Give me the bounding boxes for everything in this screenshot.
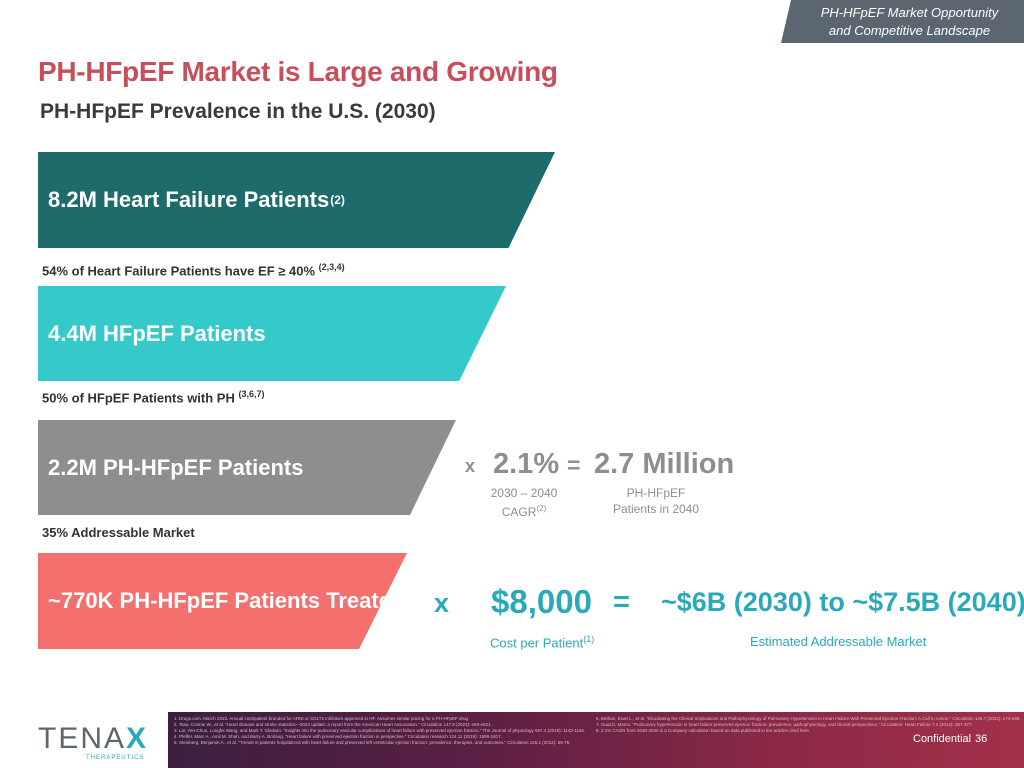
growth-cagr-caption-line2-wrap: CAGR(2) (484, 501, 564, 520)
reference-6: 6. Bethan, Evan L., et al. "Elucidating … (596, 716, 1021, 721)
funnel-note-ph-ref: (3,6,7) (238, 389, 265, 399)
growth-result-caption-line2: Patients in 2040 (612, 502, 700, 516)
growth-cagr-caption-line2: CAGR (501, 505, 537, 519)
growth-cagr-value: 2.1% (493, 448, 560, 480)
references-left: 1. Drugs.com. March 2023. Annual cost/pa… (174, 716, 585, 746)
page-title: PH-HFpEF Market is Large and Growing (38, 56, 558, 87)
logo-subtitle: THERAPEUTICS (86, 755, 145, 761)
growth-result-value: 2.7 Million (594, 448, 735, 480)
growth-cagr-caption-ref: (2) (536, 504, 547, 513)
section-tag-line2: and Competitive Landscape (828, 23, 991, 38)
market-cost-caption-ref: (1) (583, 634, 595, 644)
reference-4: 4. Pfeffer, Marc A., Amil M. Shah, and B… (174, 734, 502, 739)
footer-band (168, 712, 1024, 768)
reference-8: 8. 2.1% CAGR from 2030-2040 is a Company… (596, 728, 811, 733)
growth-equals-sign: = (567, 452, 581, 478)
market-size-caption: Estimated Addressable Market (750, 634, 927, 649)
market-cost-caption: Cost per Patient(1) (490, 634, 594, 650)
reference-2: 2. Tsao, Connie W., et al. "Heart diseas… (174, 722, 492, 727)
funnel-bar-treated-label: ~770K PH-HFpEF Patients Treated (48, 588, 405, 613)
reference-5: 5. Steinberg, Benjamin A., et al. "Trend… (174, 740, 571, 745)
funnel-note-ef: 54% of Heart Failure Patients have EF ≥ … (42, 262, 345, 278)
market-cost-value: $8,000 (491, 583, 592, 620)
logo-text: TENA (38, 722, 127, 755)
market-cost-caption-text: Cost per Patient (490, 635, 584, 651)
reference-7: 7. Guazzi, Marco. "Pulmonary hypertensio… (596, 722, 973, 727)
section-tag: PH-HFpEF Market Opportunity and Competit… (781, 0, 1024, 43)
market-size-value: ~$6B (2030) to ~$7.5B (2040) (661, 587, 1024, 617)
funnel-bar-heart-failure-label: 8.2M Heart Failure Patients (48, 187, 330, 212)
funnel-bar-hfpef: 4.4M HFpEF Patients (38, 286, 506, 381)
market-equals-sign: = (613, 586, 630, 618)
funnel-note-addressable: 35% Addressable Market (42, 525, 195, 540)
market-times-sign: x (434, 588, 450, 618)
section-tag-line1: PH-HFpEF Market Opportunity (820, 5, 999, 20)
page-subtitle: PH-HFpEF Prevalence in the U.S. (2030) (40, 100, 436, 123)
references-right: 6. Bethan, Evan L., et al. "Elucidating … (596, 716, 1021, 734)
logo-x-mark: X (126, 722, 149, 755)
funnel-note-ph: 50% of HFpEF Patients with PH (3,6,7) (42, 389, 265, 405)
confidential-label: Confidential (913, 733, 972, 745)
funnel-note-ef-ref: (2,3,4) (318, 262, 345, 272)
funnel-bar-hfpef-label: 4.4M HFpEF Patients (48, 320, 266, 346)
growth-cagr-caption: 2030 – 2040 CAGR(2) (484, 485, 564, 520)
growth-times-sign: x (465, 456, 476, 476)
reference-3: 3. Lai, Yen-Chun, Longfei Wang, and Mark… (174, 728, 586, 733)
funnel-note-ef-text: 54% of Heart Failure Patients have EF ≥ … (42, 263, 316, 279)
funnel-bar-heart-failure-ref: (2) (330, 193, 345, 207)
company-logo: TENAX (38, 722, 148, 756)
funnel-note-addressable-text: 35% Addressable Market (42, 525, 195, 540)
page-number: 36 (975, 733, 988, 745)
funnel-note-ph-text: 50% of HFpEF Patients with PH (42, 390, 235, 406)
growth-result-caption: PH-HFpEF Patients in 2040 (604, 485, 708, 517)
funnel-bar-treated: ~770K PH-HFpEF Patients Treated (38, 553, 407, 649)
growth-result-caption-line1: PH-HFpEF (626, 486, 686, 500)
funnel-bar-ph-hfpef-label: 2.2M PH-HFpEF Patients (48, 454, 304, 480)
funnel-bar-ph-hfpef: 2.2M PH-HFpEF Patients (38, 420, 456, 515)
funnel-bar-heart-failure: 8.2M Heart Failure Patients (2) (38, 152, 555, 248)
reference-1: 1. Drugs.com. March 2023. Annual cost/pa… (174, 716, 469, 721)
growth-cagr-caption-line1: 2030 – 2040 (490, 486, 558, 500)
